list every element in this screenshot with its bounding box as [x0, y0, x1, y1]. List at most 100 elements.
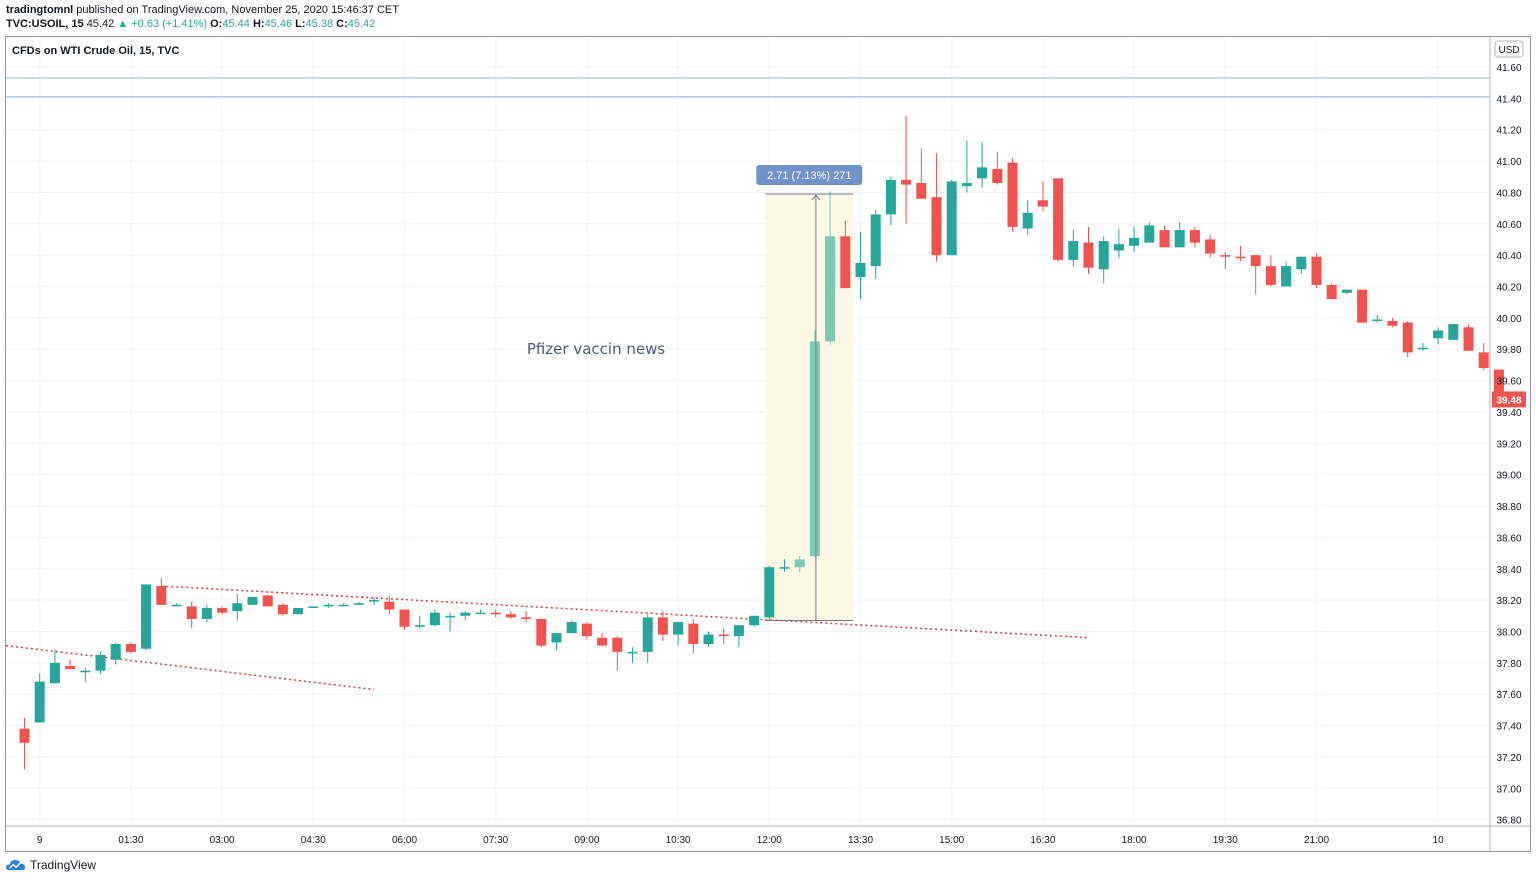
candle-body [1129, 237, 1140, 246]
high-value: 45.46 [264, 18, 293, 30]
candle-body [566, 622, 577, 634]
candle-body [1478, 352, 1489, 369]
candle-body [429, 612, 440, 626]
candle-body [34, 681, 45, 723]
tradingview-cloud-icon [6, 860, 26, 870]
candle-body [597, 637, 608, 646]
candle-body [1433, 330, 1444, 339]
trendline [5, 644, 375, 691]
candle-body [1326, 284, 1337, 300]
candle-body [1159, 230, 1170, 248]
candle-body [885, 179, 896, 215]
candle-body [308, 606, 319, 608]
price-tick-label: 40.00 [1496, 314, 1521, 325]
measure-arrow-head [811, 194, 821, 201]
candle-body [1402, 322, 1413, 353]
candle-body [1463, 327, 1474, 351]
candle-body [353, 603, 364, 605]
candle-body [931, 197, 942, 256]
publish-info: tradingtomnl published on TradingView.co… [6, 4, 399, 16]
candle-body [870, 214, 881, 267]
candle-body [688, 623, 699, 645]
candle-body [1311, 256, 1322, 285]
price-change: ▲ +0.63 (+1.41%) [117, 18, 208, 30]
time-tick-label: 09:00 [574, 835, 599, 846]
candle-body [764, 567, 775, 618]
candle-body [490, 612, 501, 615]
candle-body [110, 644, 121, 660]
measure-label-text: 2.71 (7.13%) 271 [767, 170, 851, 182]
time-tick-label: 07:30 [483, 835, 508, 846]
candle-body [95, 655, 106, 671]
candle-body [840, 236, 851, 289]
tradingview-brand: TradingView [30, 858, 97, 872]
candle-body [1189, 230, 1200, 243]
candle-body [1083, 242, 1094, 268]
measure-range-box [765, 194, 854, 621]
candle-body [749, 615, 760, 626]
time-tick-label: 18:00 [1122, 835, 1147, 846]
price-tick-label: 37.40 [1496, 722, 1521, 733]
candle-body [1098, 241, 1109, 270]
time-tick-label: 19:30 [1213, 835, 1238, 846]
candle-body [125, 644, 136, 652]
candle-body [445, 615, 456, 618]
time-tick-label: 15:00 [939, 835, 964, 846]
candle-body [247, 596, 258, 605]
candle-body [733, 625, 744, 637]
candle-body [277, 604, 288, 615]
candle-body [293, 607, 304, 615]
author-name[interactable]: tradingtomnl [6, 4, 74, 16]
time-tick-label: 10 [1433, 835, 1445, 846]
close-label: C: [336, 18, 348, 30]
candle-body [673, 622, 684, 635]
candle-body [460, 612, 471, 616]
time-tick-label: 10:30 [666, 835, 691, 846]
tradingview-footer[interactable]: TradingView [6, 858, 96, 872]
price-tick-label: 38.00 [1496, 627, 1521, 638]
price-tick-label: 40.40 [1496, 251, 1521, 262]
chart-legend: CFDs on WTI Crude Oil, 15, TVC [12, 45, 180, 57]
price-tick-label: 39.20 [1496, 439, 1521, 450]
last-price: 45.42 [86, 18, 115, 30]
price-tick-label: 38.40 [1496, 565, 1521, 576]
candle-body [855, 263, 866, 278]
price-tick-label: 39.00 [1496, 471, 1521, 482]
time-tick-label: 16:30 [1030, 835, 1055, 846]
candle-body [217, 607, 228, 613]
candle-body [475, 612, 486, 615]
price-tick-label: 39.40 [1496, 408, 1521, 419]
currency-box [1494, 40, 1524, 58]
candle-body [901, 179, 912, 185]
symbol-ohlc-line: TVC:USOIL, 15 45.42 ▲ +0.63 (+1.41%) O:4… [6, 18, 375, 30]
candle-body [1144, 225, 1155, 243]
candle-body [1235, 256, 1246, 259]
open-value: 45.44 [222, 18, 250, 30]
candle-body [1250, 255, 1261, 267]
candle-body [505, 614, 516, 618]
price-tick-label: 40.80 [1496, 188, 1521, 199]
price-tick-label: 37.20 [1496, 753, 1521, 764]
candle-body [19, 728, 30, 743]
candle-body [186, 606, 197, 619]
time-tick-label: 06:00 [392, 835, 417, 846]
candle-body [718, 634, 729, 637]
candle-body [1053, 178, 1064, 260]
candle-body [961, 183, 972, 187]
candle-body [977, 167, 988, 179]
candle-body [1493, 369, 1504, 395]
candle-body [171, 604, 182, 607]
candle-body [657, 617, 668, 635]
publish-date: published on TradingView.com, November 2… [76, 4, 399, 16]
price-tick-label: 40.20 [1496, 283, 1521, 294]
candle-body [1220, 255, 1231, 257]
candle-body [581, 623, 592, 637]
candle-body [992, 168, 1003, 184]
measure-label-bg [756, 165, 863, 186]
candle-body [232, 603, 243, 612]
candle-body [1281, 266, 1292, 287]
candle-body [1022, 212, 1033, 229]
close-value: 45.42 [347, 18, 376, 30]
high-label: H: [252, 18, 265, 30]
